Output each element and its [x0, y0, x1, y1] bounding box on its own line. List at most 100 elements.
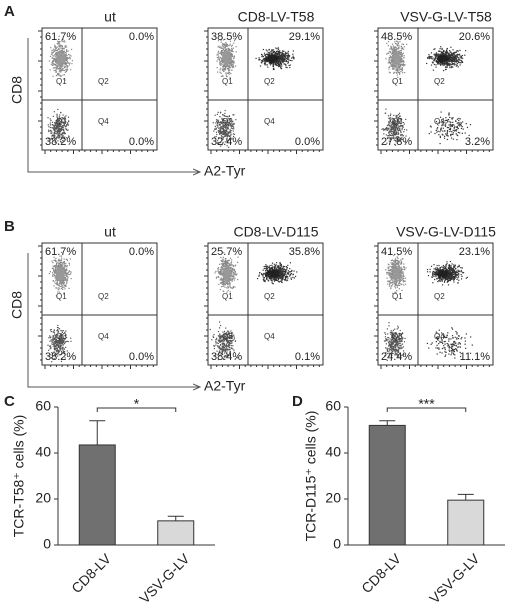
- dot: [446, 132, 448, 134]
- dot: [215, 131, 218, 133]
- dot: [230, 53, 232, 55]
- dot: [391, 51, 394, 53]
- dot: [67, 123, 69, 125]
- dot: [71, 60, 74, 62]
- dot: [220, 141, 222, 144]
- dot: [268, 56, 270, 58]
- quadrant-name: Q2: [98, 77, 109, 86]
- dot: [64, 57, 66, 59]
- dot: [222, 129, 225, 131]
- dot: [435, 66, 437, 68]
- dot: [285, 59, 287, 62]
- dot: [289, 66, 291, 69]
- dot: [392, 67, 394, 70]
- dot: [275, 47, 277, 49]
- dot: [58, 52, 60, 54]
- dot: [277, 60, 279, 62]
- dot: [64, 133, 66, 135]
- dot: [277, 48, 280, 50]
- dot: [271, 63, 273, 65]
- dot: [402, 72, 404, 74]
- dot: [224, 133, 226, 135]
- dot: [228, 124, 230, 127]
- dot: [231, 61, 234, 64]
- dot: [56, 65, 58, 67]
- dot: [68, 270, 71, 272]
- dot: [280, 56, 282, 59]
- dot: [215, 121, 218, 123]
- dot: [228, 49, 231, 51]
- dot: [261, 59, 264, 61]
- dot: [57, 63, 59, 65]
- dot: [224, 123, 227, 125]
- dot: [230, 125, 232, 127]
- dot: [275, 64, 277, 66]
- dot: [400, 131, 402, 133]
- dot: [271, 49, 273, 51]
- dot: [223, 131, 225, 133]
- dot: [54, 124, 56, 126]
- dot: [387, 44, 389, 47]
- dot: [231, 64, 233, 66]
- dot: [398, 72, 400, 74]
- dot: [288, 54, 290, 57]
- dot: [58, 134, 60, 137]
- dot: [222, 114, 224, 116]
- dot: [452, 55, 454, 57]
- dot: [446, 133, 449, 135]
- dot: [442, 54, 444, 56]
- dot: [265, 60, 267, 62]
- dot: [51, 132, 53, 134]
- dot: [218, 133, 221, 135]
- dot: [56, 136, 58, 138]
- dot: [233, 133, 235, 135]
- dot: [227, 61, 230, 64]
- dot: [62, 55, 64, 57]
- dot: [448, 124, 450, 126]
- dot: [49, 126, 52, 129]
- dot: [59, 135, 61, 137]
- dot: [223, 56, 225, 58]
- dot: [227, 49, 229, 51]
- dot: [62, 69, 64, 71]
- dot: [278, 53, 281, 55]
- dot: [65, 125, 67, 127]
- dot: [280, 54, 282, 56]
- dot: [64, 288, 66, 290]
- dot: [273, 57, 275, 60]
- dot: [460, 122, 462, 124]
- dot: [62, 124, 64, 126]
- dot: [52, 280, 54, 282]
- dot: [222, 39, 225, 41]
- dot: [60, 59, 62, 61]
- dot: [57, 131, 59, 133]
- dot: [228, 69, 230, 71]
- dot: [222, 42, 224, 45]
- dot: [389, 120, 392, 123]
- dot: [266, 60, 268, 62]
- dot: [459, 62, 461, 64]
- dot: [63, 286, 65, 288]
- dot: [65, 54, 67, 56]
- dot: [53, 270, 55, 272]
- dot: [56, 125, 59, 128]
- dot: [57, 137, 59, 139]
- dot: [228, 57, 231, 59]
- dot: [430, 57, 432, 59]
- dot: [67, 66, 69, 68]
- dot: [397, 48, 399, 50]
- dot: [278, 55, 280, 57]
- dot: [217, 71, 219, 73]
- dot: [232, 50, 234, 53]
- plot-frame: [41, 27, 158, 151]
- dot: [57, 140, 59, 142]
- dot: [225, 57, 227, 59]
- dot: [406, 43, 408, 45]
- dot: [282, 54, 284, 57]
- dot: [403, 131, 405, 133]
- dot: [392, 49, 394, 51]
- dot: [452, 117, 454, 119]
- dot: [220, 131, 222, 133]
- dot: [390, 65, 392, 67]
- dot: [281, 53, 284, 56]
